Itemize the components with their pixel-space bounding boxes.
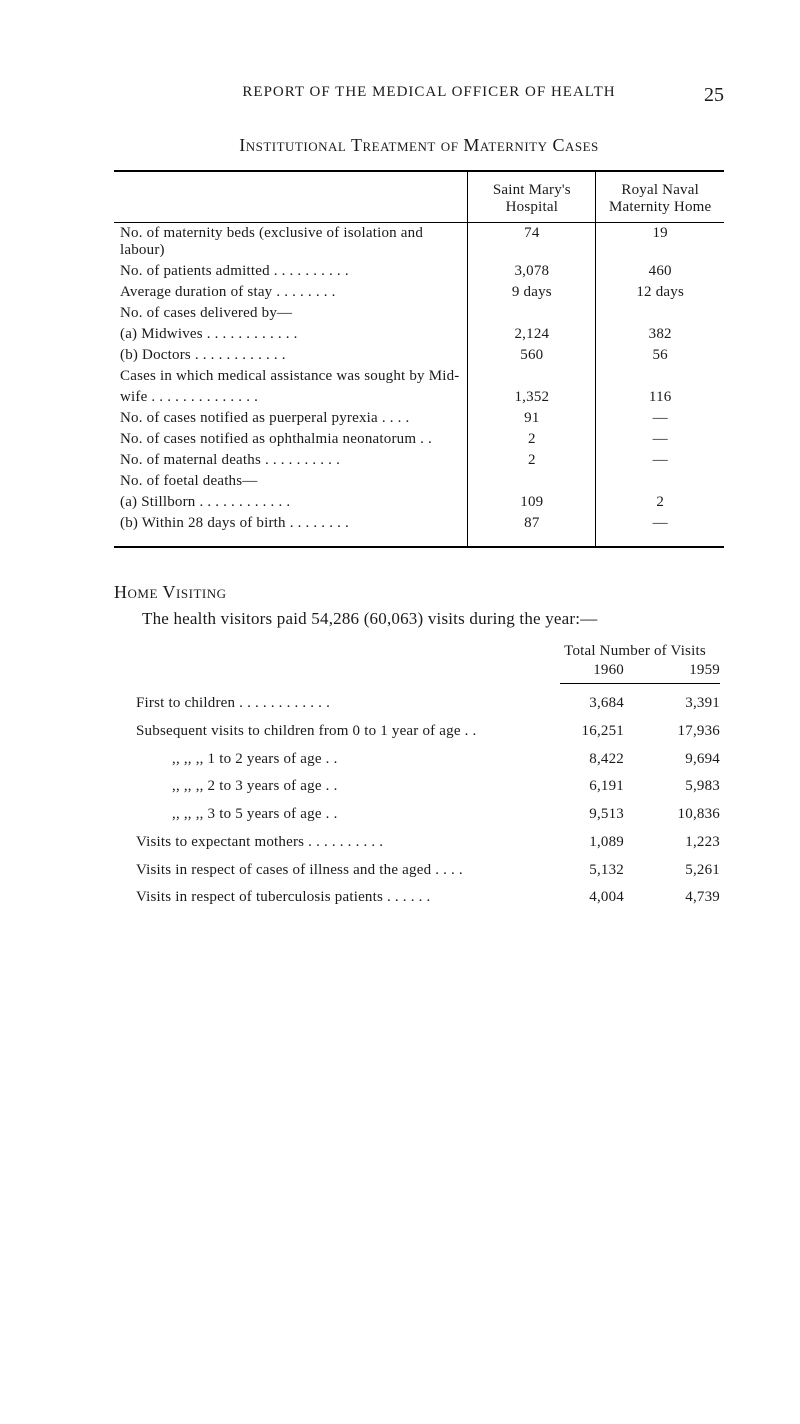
row-beds-c2: 19	[596, 223, 724, 262]
visit-tb-y2: 4,739	[646, 884, 720, 912]
row-pyrexia-c1: 91	[468, 408, 596, 429]
visit-sub2-y1: 6,191	[550, 773, 624, 801]
visit-first-label: First to children . . . . . . . . . . . …	[136, 690, 550, 718]
section1-title: Institutional Treatment of Maternity Cas…	[114, 135, 724, 156]
row-stay-label: Average duration of stay . . . . . . . .	[114, 282, 468, 303]
row-assist2-c1: 1,352	[468, 387, 596, 408]
row-within28-label: (b) Within 28 days of birth . . . . . . …	[114, 513, 468, 534]
maternity-table: Saint Mary's Hospital Royal Naval Matern…	[114, 172, 724, 546]
visit-sub0-y2: 17,936	[646, 718, 720, 746]
row-stay-c1: 9 days	[468, 282, 596, 303]
row-admitted-c2: 460	[596, 261, 724, 282]
table-bottom-rule	[114, 546, 724, 548]
row-stay-c2: 12 days	[596, 282, 724, 303]
row-matdeath-c2: —	[596, 450, 724, 471]
row-within28-c2: —	[596, 513, 724, 534]
visit-sub3-label: ,, ,, ,, 3 to 5 years of age . .	[136, 801, 550, 829]
row-stillborn-c1: 109	[468, 492, 596, 513]
visit-tb-y1: 4,004	[550, 884, 624, 912]
visit-sub3-y1: 9,513	[550, 801, 624, 829]
visit-sub1-label: ,, ,, ,, 1 to 2 years of age . .	[136, 746, 550, 774]
row-assist2-c2: 116	[596, 387, 724, 408]
row-ophthal-c2: —	[596, 429, 724, 450]
year-1960: 1960	[550, 662, 624, 679]
col-header-2: Royal Naval Maternity Home	[596, 172, 724, 223]
row-doctors-label: (b) Doctors . . . . . . . . . . . .	[114, 345, 468, 366]
row-midwives-label: (a) Midwives . . . . . . . . . . . .	[114, 324, 468, 345]
row-beds-c1: 74	[468, 223, 596, 262]
year-rule	[560, 683, 720, 684]
visit-sub2-y2: 5,983	[646, 773, 720, 801]
row-pyrexia-c2: —	[596, 408, 724, 429]
visit-expect-y1: 1,089	[550, 829, 624, 857]
visits-header-title: Total Number of Visits	[550, 643, 720, 660]
section2-heading: Home Visiting	[114, 582, 724, 603]
row-admitted-c1: 3,078	[468, 261, 596, 282]
running-title: REPORT OF THE MEDICAL OFFICER OF HEALTH	[154, 84, 704, 107]
visit-sub1-y2: 9,694	[646, 746, 720, 774]
row-delivered-hdr: No. of cases delivered by—	[114, 303, 468, 324]
page-number: 25	[704, 84, 724, 107]
row-stillborn-label: (a) Stillborn . . . . . . . . . . . .	[114, 492, 468, 513]
row-within28-c1: 87	[468, 513, 596, 534]
row-doctors-c1: 560	[468, 345, 596, 366]
visit-tb-label: Visits in respect of tuberculosis patien…	[136, 884, 550, 912]
row-doctors-c2: 56	[596, 345, 724, 366]
running-head: REPORT OF THE MEDICAL OFFICER OF HEALTH …	[114, 84, 724, 107]
row-midwives-c1: 2,124	[468, 324, 596, 345]
visit-expect-label: Visits to expectant mothers . . . . . . …	[136, 829, 550, 857]
row-assist2-label: wife . . . . . . . . . . . . . .	[114, 387, 468, 408]
row-foetal-hdr: No. of foetal deaths—	[114, 471, 468, 492]
row-admitted-label: No. of patients admitted . . . . . . . .…	[114, 261, 468, 282]
row-matdeath-label: No. of maternal deaths . . . . . . . . .…	[114, 450, 468, 471]
col-header-1: Saint Mary's Hospital	[468, 172, 596, 223]
row-pyrexia-label: No. of cases notified as puerperal pyrex…	[114, 408, 468, 429]
row-beds-label: No. of maternity beds (exclusive of isol…	[114, 223, 468, 262]
visit-expect-y2: 1,223	[646, 829, 720, 857]
section2-paragraph: The health visitors paid 54,286 (60,063)…	[114, 609, 724, 629]
year-1959: 1959	[646, 662, 720, 679]
row-ophthal-c1: 2	[468, 429, 596, 450]
row-ophthal-label: No. of cases notified as ophthalmia neon…	[114, 429, 468, 450]
row-matdeath-c1: 2	[468, 450, 596, 471]
visit-sub2-label: ,, ,, ,, 2 to 3 years of age . .	[136, 773, 550, 801]
visit-sub3-y2: 10,836	[646, 801, 720, 829]
visit-illaged-label: Visits in respect of cases of illness an…	[136, 857, 550, 885]
visit-illaged-y2: 5,261	[646, 857, 720, 885]
visit-first-y1: 3,684	[550, 690, 624, 718]
row-stillborn-c2: 2	[596, 492, 724, 513]
visits-block: Total Number of Visits 1960 1959 First t…	[114, 643, 724, 912]
row-midwives-c2: 382	[596, 324, 724, 345]
visit-sub1-y1: 8,422	[550, 746, 624, 774]
row-assist1: Cases in which medical assistance was so…	[114, 366, 468, 387]
visit-sub0-y1: 16,251	[550, 718, 624, 746]
visit-first-y2: 3,391	[646, 690, 720, 718]
visit-sub0-label: Subsequent visits to children from 0 to …	[136, 718, 550, 746]
visit-illaged-y1: 5,132	[550, 857, 624, 885]
